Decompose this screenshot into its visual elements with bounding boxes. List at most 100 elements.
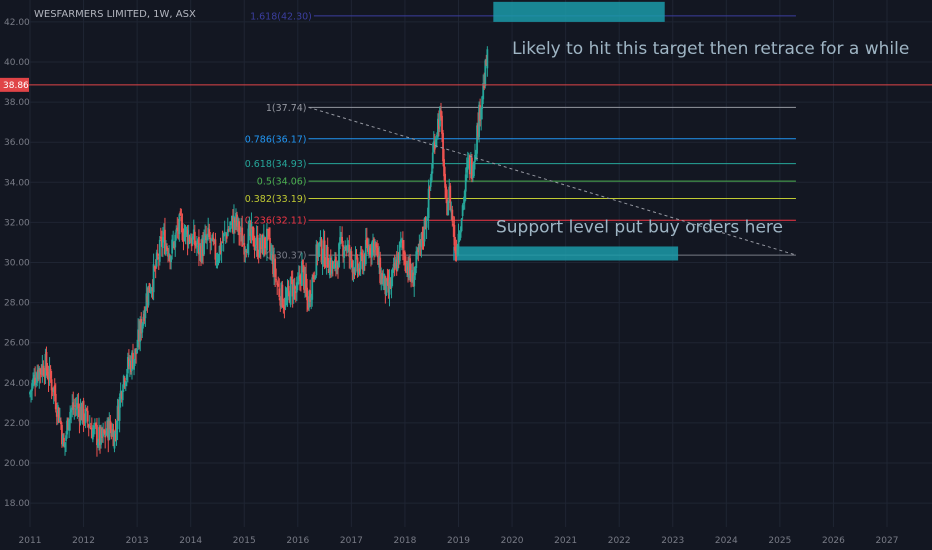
candle-body: [448, 186, 451, 200]
price-tick-label: 20.00: [4, 459, 30, 469]
price-tick-label: 18.00: [4, 499, 30, 509]
candle-body: [188, 236, 191, 242]
price-tick-label: 40.00: [4, 58, 30, 68]
candle-body: [273, 258, 276, 276]
candle-body: [201, 238, 203, 262]
candle-body: [105, 433, 108, 436]
time-tick-label: 2018: [393, 536, 416, 546]
candle-body: [244, 249, 247, 252]
candle-body: [111, 429, 114, 436]
candle-body: [468, 155, 471, 175]
candle-body: [153, 267, 156, 269]
candle-body: [68, 419, 71, 431]
candle-body: [485, 59, 488, 66]
candle-body: [343, 249, 346, 258]
candle-body: [411, 270, 414, 282]
candle-body: [246, 252, 249, 254]
trendline-group[interactable]: [0, 84, 932, 256]
candle-body: [33, 374, 36, 381]
dashed-trendline[interactable]: [308, 106, 797, 256]
candle-body: [337, 265, 339, 270]
candle-body: [242, 243, 245, 245]
candle-body: [466, 160, 469, 169]
candle-body: [403, 250, 405, 255]
candle-body: [358, 268, 361, 272]
candle-body: [459, 232, 462, 238]
candle-body: [272, 254, 274, 274]
candle-body: [224, 233, 227, 235]
time-tick-label: 2016: [286, 536, 309, 546]
support-zone[interactable]: [453, 246, 679, 261]
candle-body: [118, 396, 121, 421]
candle-body: [142, 316, 145, 326]
candle-body: [304, 274, 306, 289]
target-zone[interactable]: [493, 1, 665, 22]
candle-body: [173, 241, 176, 249]
candle-body: [167, 251, 169, 257]
fib-level-label: 0.5(34.06): [257, 177, 307, 188]
time-tick-label: 2012: [72, 536, 95, 546]
candle-body: [428, 186, 431, 189]
candle-body: [123, 377, 126, 386]
candle-body: [480, 108, 483, 120]
candle-body: [229, 222, 232, 226]
price-axis[interactable]: 18.00 20.00 22.00 24.00 26.00 28.00 30.00 32.00…: [0, 18, 30, 509]
candle-body: [81, 401, 84, 420]
candle-body: [124, 381, 127, 387]
candle-body: [364, 239, 367, 265]
candle-body: [426, 218, 429, 221]
candle-body: [319, 237, 322, 245]
candle-body: [341, 236, 344, 243]
candle-body: [290, 276, 293, 278]
candle-body: [73, 408, 76, 410]
candle-body: [56, 405, 59, 415]
candle-body: [236, 214, 238, 227]
time-tick-label: 2024: [715, 536, 738, 546]
candle-body: [144, 309, 147, 319]
candle-body: [160, 237, 163, 247]
candle-body: [185, 229, 188, 231]
last-price-badge: [0, 77, 29, 92]
candle-body: [386, 278, 389, 282]
candle-body: [243, 243, 246, 255]
candle-body: [427, 188, 430, 219]
candle-body: [450, 208, 453, 213]
candle-body: [252, 227, 255, 247]
candle-body: [436, 118, 439, 138]
candle-body: [276, 282, 279, 286]
time-tick-label: 2021: [554, 536, 577, 546]
candle-body: [289, 277, 292, 305]
annotation-texts[interactable]: Likely to hit this target then retrace f…: [496, 39, 909, 237]
candle-body: [77, 403, 80, 409]
candle-body: [482, 83, 485, 100]
candle-body: [295, 282, 298, 293]
time-tick-label: 2023: [661, 536, 684, 546]
target-annotation[interactable]: Likely to hit this target then retrace f…: [512, 39, 909, 59]
candle-body: [394, 259, 397, 269]
candle-body: [282, 305, 285, 308]
candle-body: [196, 239, 199, 245]
candle-body: [320, 238, 323, 263]
chart-grid: [29, 0, 932, 527]
candle-body: [312, 274, 315, 279]
candle-body: [305, 273, 307, 291]
candle-body: [190, 237, 193, 247]
candle-body: [307, 299, 310, 310]
candle-body: [292, 284, 295, 300]
support-annotation[interactable]: Support level put buy orders here: [496, 217, 783, 237]
price-zones[interactable]: [453, 1, 679, 261]
candle-body: [457, 233, 460, 248]
candle-body: [89, 427, 92, 430]
candle-body: [385, 278, 388, 296]
candle-body: [392, 264, 395, 267]
candle-body: [48, 366, 51, 379]
candle-body: [117, 406, 120, 421]
candle-body: [255, 236, 258, 246]
price-tick-label: 34.00: [4, 178, 30, 188]
candle-body: [161, 236, 164, 249]
candle-body: [347, 244, 350, 248]
time-axis[interactable]: 2011 2012 2013 2014 2015 2016 2017 2018 2019 2020…: [19, 536, 899, 546]
candle-body: [177, 227, 180, 232]
candle-body: [260, 235, 263, 248]
